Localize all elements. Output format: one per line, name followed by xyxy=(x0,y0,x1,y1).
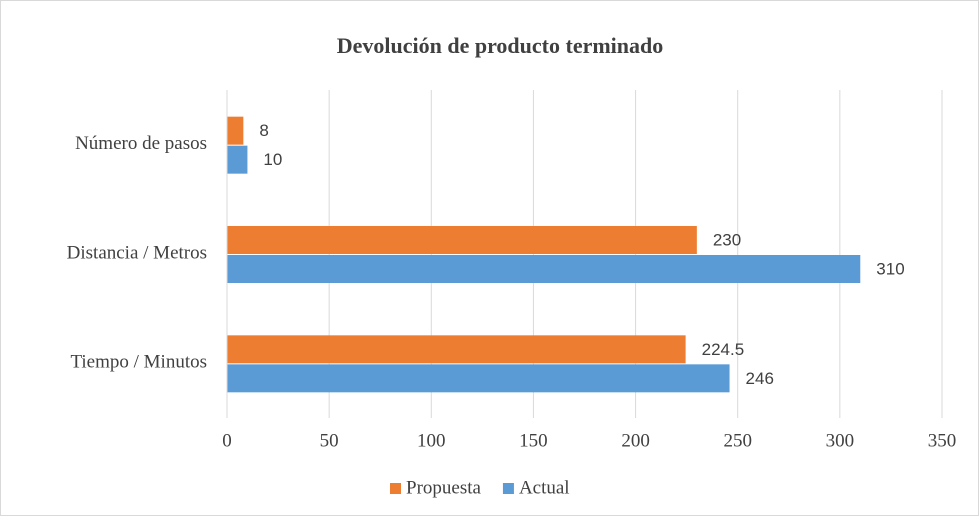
x-tick-label: 150 xyxy=(519,430,548,451)
x-tick-label: 350 xyxy=(928,430,957,451)
x-tick-label: 300 xyxy=(826,430,855,451)
legend-swatch xyxy=(390,483,401,494)
bar xyxy=(227,335,686,364)
y-tick-label: Distancia / Metros xyxy=(67,242,207,263)
bar xyxy=(227,364,730,393)
legend-label: Propuesta xyxy=(406,477,482,498)
bar xyxy=(227,116,244,145)
y-tick-label: Tiempo / Minutos xyxy=(70,352,207,373)
x-tick-label: 50 xyxy=(320,430,339,451)
bar xyxy=(227,226,697,254)
bar xyxy=(227,255,861,283)
data-label: 310 xyxy=(876,259,904,278)
x-tick-label: 200 xyxy=(621,430,650,451)
data-label: 10 xyxy=(263,150,282,169)
legend-label: Actual xyxy=(519,477,570,498)
data-label: 246 xyxy=(746,369,774,388)
legend-swatch xyxy=(502,483,514,494)
x-tick-label: 0 xyxy=(222,430,232,451)
x-tick-label: 100 xyxy=(417,430,446,451)
bar xyxy=(227,145,248,174)
x-tick-label: 250 xyxy=(723,430,752,451)
data-label: 224.5 xyxy=(702,340,745,359)
y-tick-label: Número de pasos xyxy=(75,133,207,154)
chart-title: Devolución de producto terminado xyxy=(337,33,664,58)
data-label: 8 xyxy=(259,121,268,140)
data-label: 230 xyxy=(713,230,741,249)
